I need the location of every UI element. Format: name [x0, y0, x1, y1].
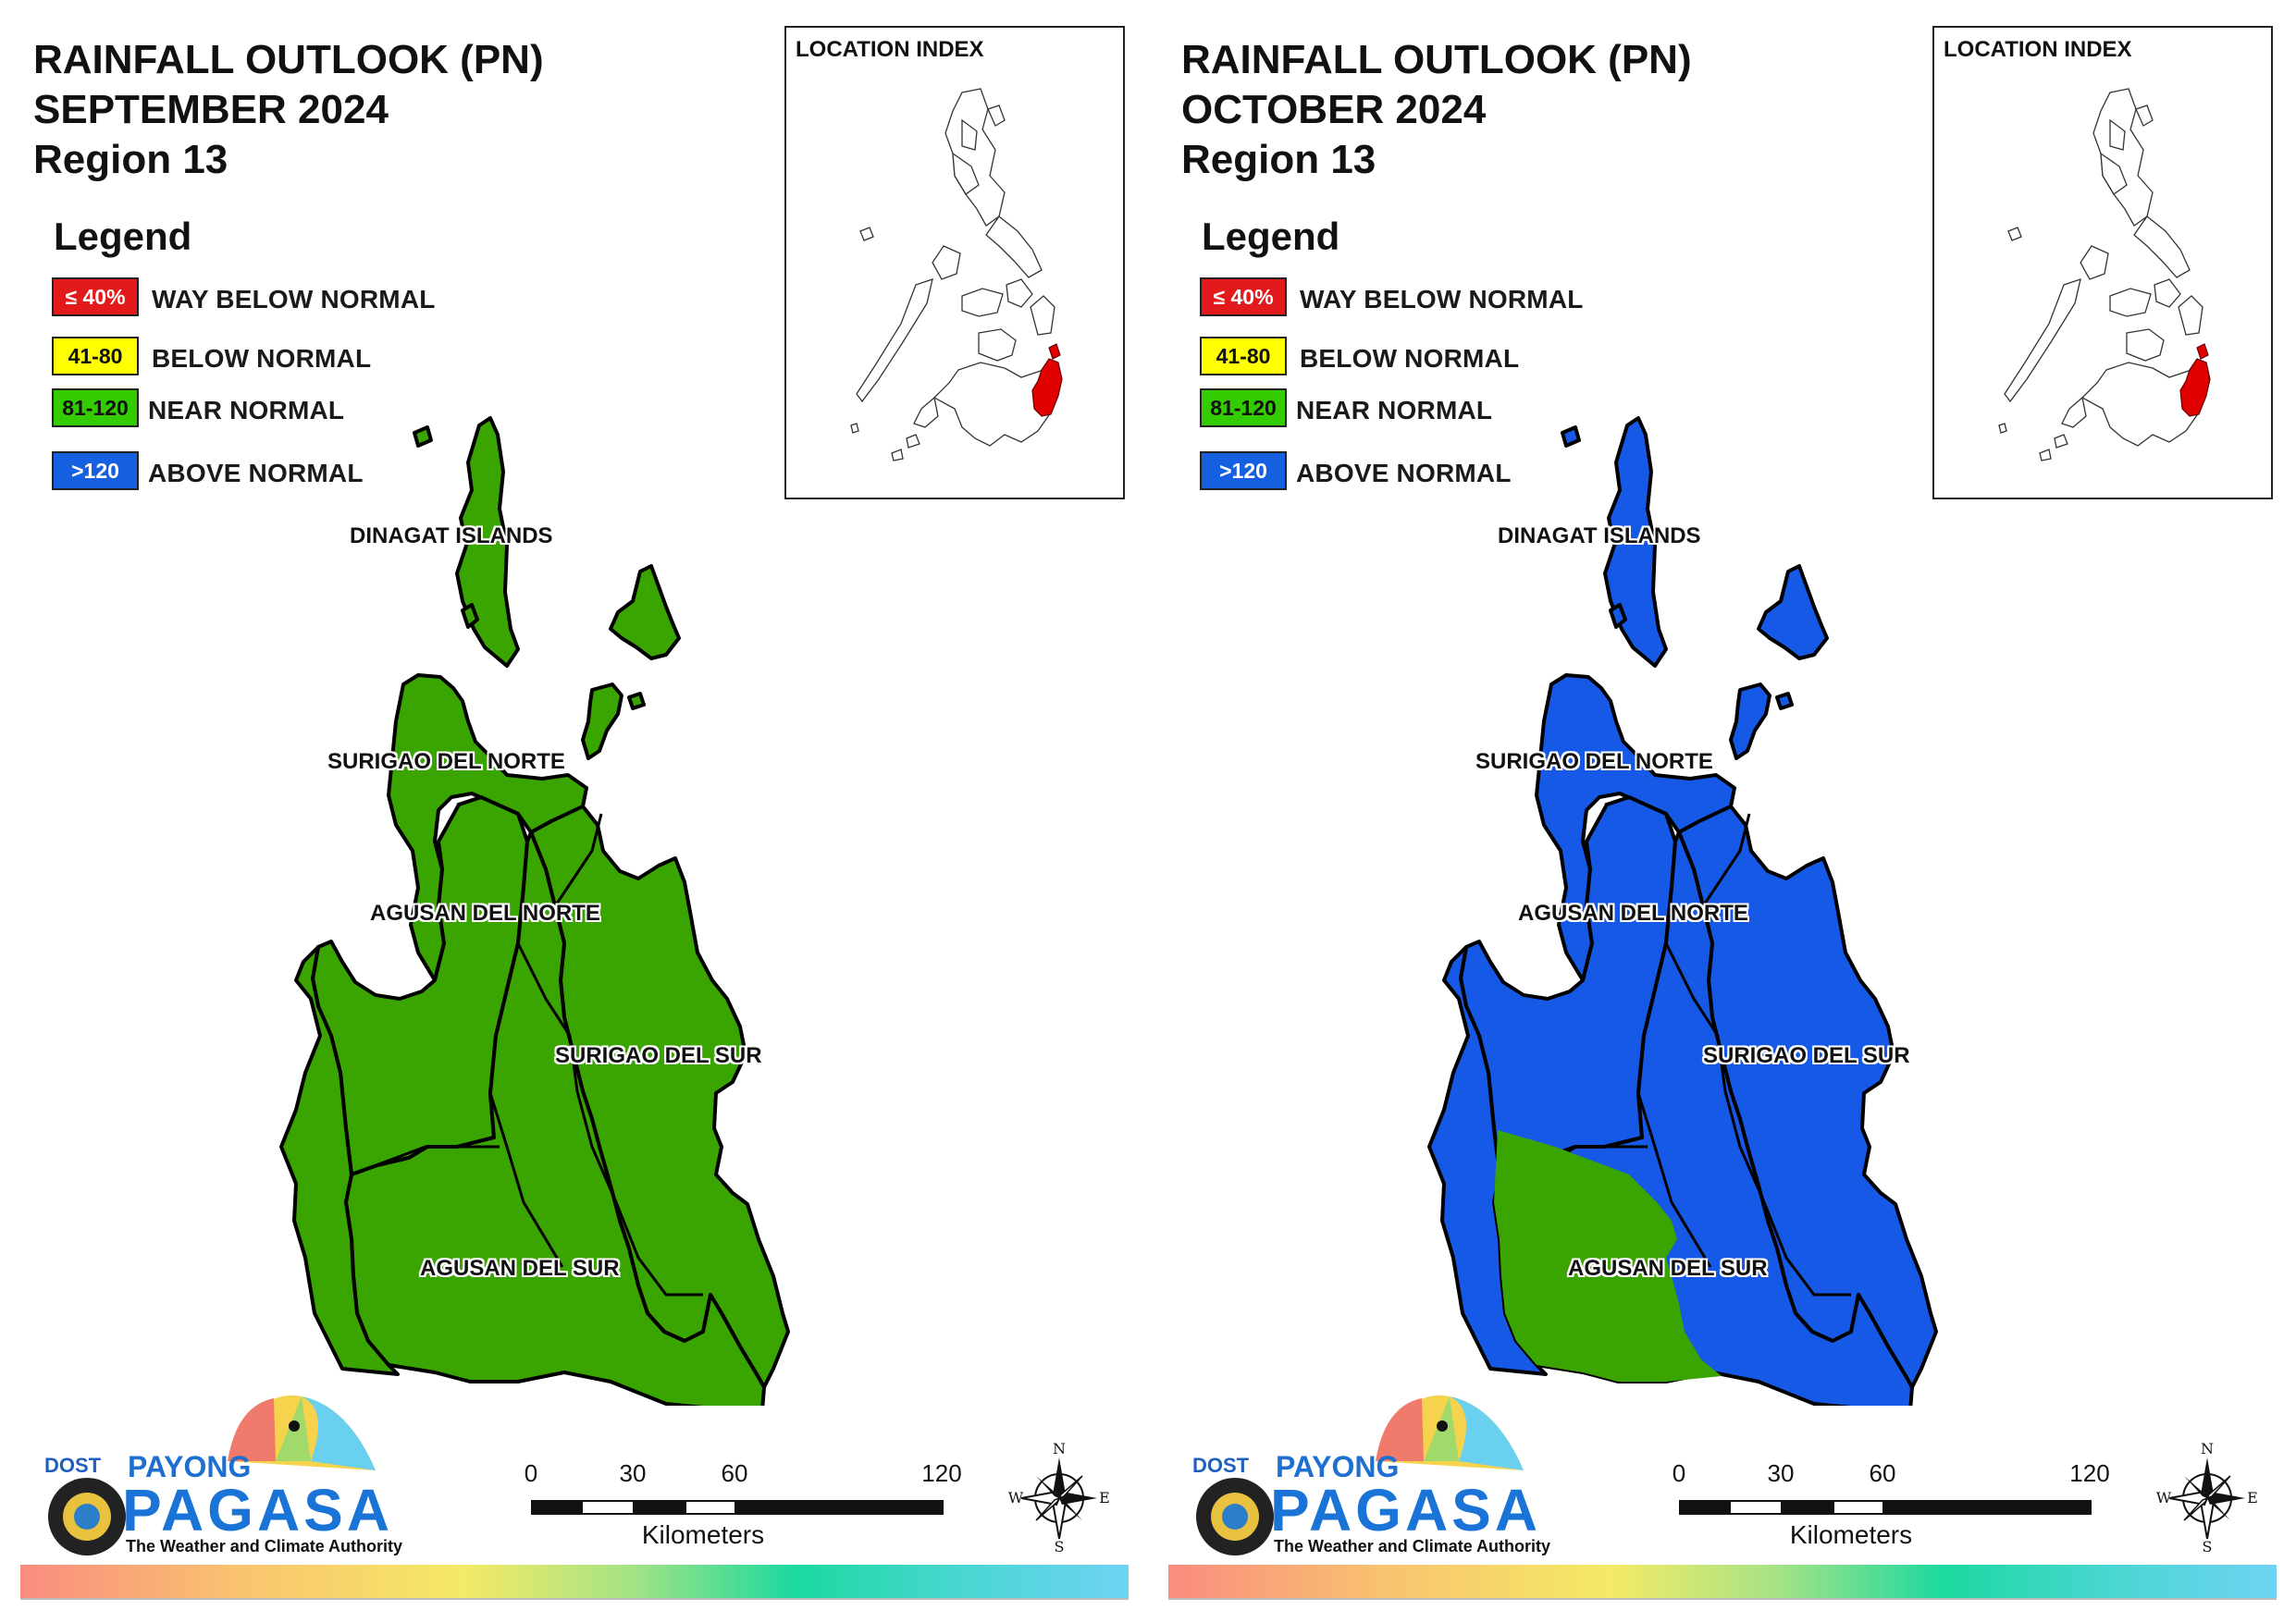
title-line-2: OCTOBER 2024 — [1181, 87, 1487, 132]
legend-swatch: 41-80 — [52, 337, 139, 375]
map-title: RAINFALL OUTLOOK (PN) SEPTEMBER 2024 Reg… — [33, 35, 544, 185]
location-index: LOCATION INDEX — [1932, 26, 2273, 499]
title-line-1: RAINFALL OUTLOOK (PN) — [1181, 37, 1692, 82]
umbrella-icon — [1196, 1395, 1524, 1555]
scale-tick: 60 — [721, 1459, 748, 1487]
scale-unit: Kilometers — [641, 1520, 765, 1549]
payong-pagasa-logo: DOST PAYONG PAGASA The Weather and Clima… — [1181, 1387, 1551, 1572]
legend-title: Legend — [54, 215, 192, 258]
compass-rose-icon: N S E W — [1008, 1440, 1110, 1555]
scale-segment — [1882, 1500, 2092, 1515]
logo-pagasa: PAGASA — [122, 1477, 394, 1543]
compass-n: N — [2201, 1441, 2214, 1457]
compass-rose-icon: N S E W — [2156, 1440, 2258, 1555]
scale-unit: Kilometers — [1789, 1520, 1913, 1549]
label-agusan-del-norte: AGUSAN DEL NORTE — [1518, 901, 1748, 926]
scale-tick: 30 — [619, 1459, 647, 1487]
title-line-1: RAINFALL OUTLOOK (PN) — [33, 37, 544, 82]
label-agusan-del-norte: AGUSAN DEL NORTE — [370, 901, 600, 926]
label-agusan-del-sur: AGUSAN DEL SUR — [1568, 1256, 1768, 1281]
label-dinagat-islands: DINAGAT ISLANDS — [1498, 523, 1701, 548]
scale-tick: 120 — [2069, 1459, 2110, 1487]
scale-bar: 0 30 60 120 Kilometers — [518, 1459, 971, 1561]
scale-segment — [1781, 1500, 1834, 1515]
legend-label: BELOW NORMAL — [1300, 344, 1520, 373]
title-line-2: SEPTEMBER 2024 — [33, 87, 389, 132]
scale-segment — [531, 1500, 583, 1515]
legend-swatch: ≤ 40% — [1200, 277, 1287, 316]
legend-swatch: 81-120 — [1200, 388, 1287, 427]
legend-swatch: >120 — [1200, 451, 1287, 490]
scale-segment — [633, 1500, 686, 1515]
panel-september: RAINFALL OUTLOOK (PN) SEPTEMBER 2024 Reg… — [20, 26, 1129, 1600]
compass-n: N — [1053, 1441, 1066, 1457]
logo-dost: DOST — [1192, 1454, 1250, 1477]
logo-pagasa: PAGASA — [1270, 1477, 1542, 1543]
scale-tick: 120 — [921, 1459, 962, 1487]
region-13-map — [1427, 416, 1938, 1406]
legend-label: NEAR NORMAL — [1296, 396, 1493, 424]
legend-label: ABOVE NORMAL — [148, 459, 364, 487]
legend-label: NEAR NORMAL — [148, 396, 345, 424]
north-arrow-compass: N S E W — [2156, 1440, 2258, 1555]
strip-baseline — [1168, 1598, 2277, 1600]
color-strip — [20, 1565, 1129, 1598]
legend-swatch: >120 — [52, 451, 139, 490]
color-strip — [1168, 1565, 2277, 1598]
region-13-map — [279, 416, 790, 1406]
map-title: RAINFALL OUTLOOK (PN) OCTOBER 2024 Regio… — [1181, 35, 1692, 185]
scale-segment — [1833, 1500, 1884, 1515]
label-surigao-del-norte: SURIGAO DEL NORTE — [327, 749, 565, 774]
legend-label: WAY BELOW NORMAL — [1300, 285, 1584, 314]
title-line-3: Region 13 — [1181, 137, 1376, 182]
compass-e: E — [1099, 1489, 1110, 1506]
label-dinagat-islands: DINAGAT ISLANDS — [350, 523, 553, 548]
region-13-highlight — [2179, 343, 2211, 417]
scale-segment — [1679, 1500, 1731, 1515]
scale-segment — [1729, 1500, 1783, 1515]
label-surigao-del-sur: SURIGAO DEL SUR — [555, 1043, 762, 1068]
logo-tagline: The Weather and Climate Authority — [1274, 1537, 1551, 1555]
strip-baseline — [20, 1598, 1129, 1600]
north-arrow-compass: N S E W — [1008, 1440, 1110, 1555]
scale-segment — [581, 1500, 635, 1515]
compass-s: S — [2203, 1538, 2213, 1552]
legend-title: Legend — [1202, 215, 1340, 258]
legend-label: ABOVE NORMAL — [1296, 459, 1512, 487]
compass-e: E — [2247, 1489, 2258, 1506]
payong-pagasa-logo: DOST PAYONG PAGASA The Weather and Clima… — [33, 1387, 403, 1572]
legend-swatch: ≤ 40% — [52, 277, 139, 316]
compass-w: W — [1008, 1489, 1024, 1506]
location-index-title: LOCATION INDEX — [796, 37, 984, 62]
scale-segment — [685, 1500, 736, 1515]
title-line-3: Region 13 — [33, 137, 228, 182]
legend-swatch: 81-120 — [52, 388, 139, 427]
label-surigao-del-norte: SURIGAO DEL NORTE — [1475, 749, 1713, 774]
logo-payong: PAYONG — [1276, 1450, 1400, 1483]
legend-swatch: 41-80 — [1200, 337, 1287, 375]
panel-october: RAINFALL OUTLOOK (PN) OCTOBER 2024 Regio… — [1148, 0, 2296, 1623]
compass-s: S — [1055, 1538, 1065, 1552]
scale-bar: 0 30 60 120 Kilometers — [1666, 1459, 2119, 1561]
scale-tick: 60 — [1869, 1459, 1896, 1487]
logo-tagline: The Weather and Climate Authority — [126, 1537, 403, 1555]
region-13-highlight — [1031, 343, 1063, 417]
scale-tick: 0 — [1672, 1459, 1686, 1487]
legend-label: BELOW NORMAL — [152, 344, 372, 373]
logo-dost: DOST — [44, 1454, 102, 1477]
compass-w: W — [2156, 1489, 2172, 1506]
umbrella-icon — [48, 1395, 376, 1555]
legend-label: WAY BELOW NORMAL — [152, 285, 436, 314]
scale-tick: 0 — [524, 1459, 538, 1487]
location-index-title: LOCATION INDEX — [1944, 37, 2132, 62]
philippines-outline-map — [850, 88, 1063, 461]
scale-segment — [734, 1500, 944, 1515]
scale-tick: 30 — [1767, 1459, 1795, 1487]
label-agusan-del-sur: AGUSAN DEL SUR — [420, 1256, 620, 1281]
location-index: LOCATION INDEX — [784, 26, 1125, 499]
logo-payong: PAYONG — [128, 1450, 252, 1483]
label-surigao-del-sur: SURIGAO DEL SUR — [1703, 1043, 1910, 1068]
philippines-outline-map — [1998, 88, 2211, 461]
